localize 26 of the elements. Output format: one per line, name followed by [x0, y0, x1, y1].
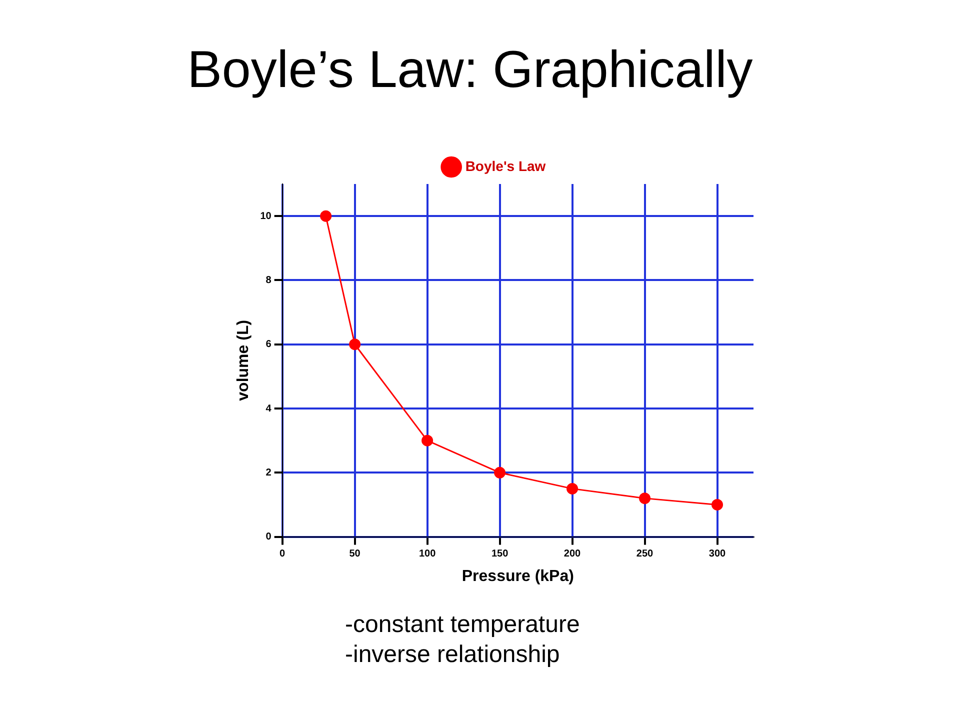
point — [320, 210, 332, 222]
x-axis-title: Pressure (kPa) — [462, 568, 574, 585]
y-axis-title: volume (L) — [235, 320, 252, 401]
point — [566, 482, 578, 494]
y-tick-label: 10 — [260, 210, 272, 222]
y-tick-label: 2 — [266, 467, 272, 478]
point — [494, 466, 506, 478]
x-tick-label: 300 — [708, 548, 726, 560]
x-tick-label: 100 — [418, 548, 436, 560]
text: -constant temperature — [345, 610, 580, 640]
y-tick-label: 8 — [266, 274, 272, 286]
x-tick-label: 200 — [564, 548, 582, 560]
point — [422, 434, 434, 446]
x-tick-label: 250 — [636, 548, 654, 560]
point — [349, 338, 361, 350]
x-tick-label: 50 — [349, 548, 361, 560]
x-tick-label: 150 — [491, 548, 509, 560]
chart-title: Boyle’s Law: Graphically — [186, 40, 754, 100]
legend-label: Boyle's Law — [465, 158, 546, 174]
y-tick-label: 6 — [266, 339, 272, 350]
x-tick-label: 0 — [280, 548, 286, 560]
point — [712, 498, 724, 510]
point — [639, 492, 651, 504]
text: -inverse relationship — [345, 640, 561, 670]
y-tick-label: 4 — [266, 403, 272, 414]
y-tick-label: 0 — [266, 532, 272, 543]
